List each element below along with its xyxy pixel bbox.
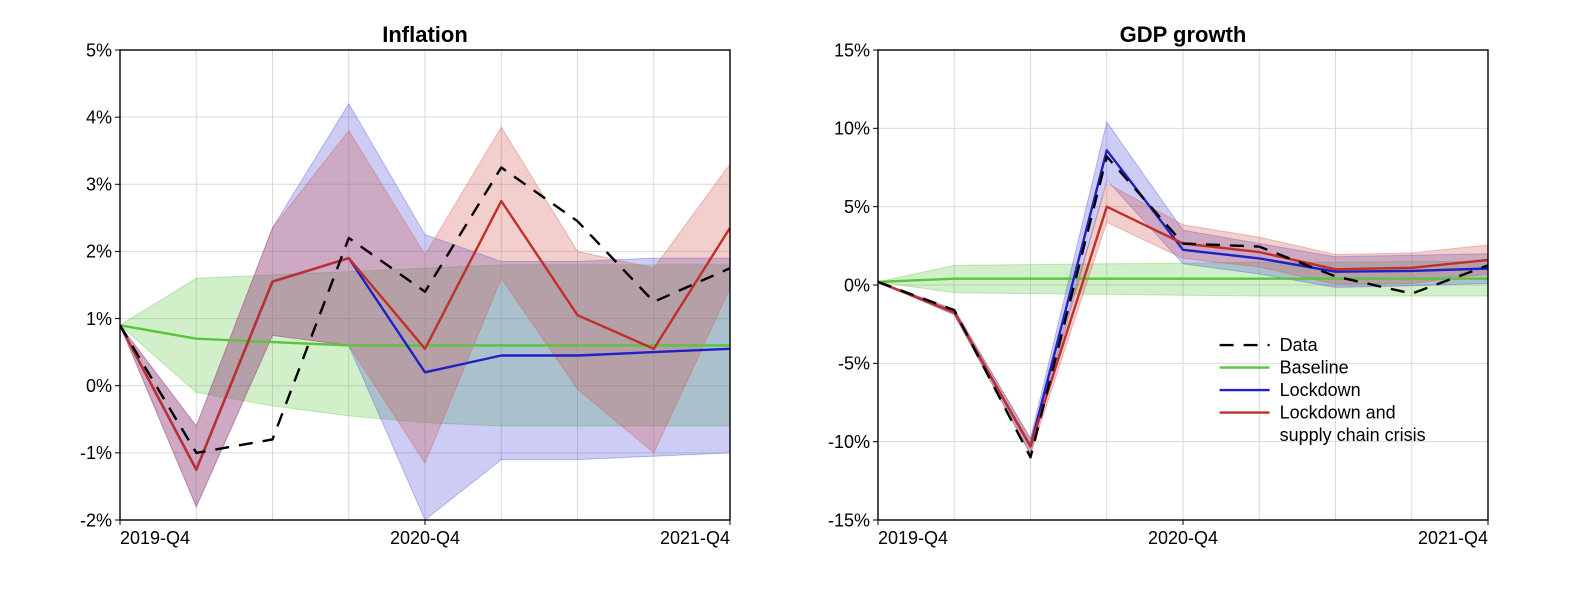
x-axis-ticks: 2019-Q4 2020-Q4 2021-Q4 [120,520,730,548]
y-tick-label: -10% [828,432,870,452]
y-axis-ticks: -15% -10% -5% 0% 5% 10% 15% [828,40,878,530]
x-tick-label: 2019-Q4 [120,528,190,548]
x-tick-label: 2021-Q4 [1418,528,1488,548]
x-axis-ticks: 2019-Q4 2020-Q4 2021-Q4 [878,520,1488,548]
x-tick-label: 2021-Q4 [660,528,730,548]
y-tick-label: -2% [80,510,112,530]
y-tick-label: 15% [834,40,870,60]
y-tick-label: 5% [844,197,870,217]
legend-label-lockdown_supply: Lockdown and [1280,402,1396,422]
y-axis-ticks: -2% -1% 0% 1% 2% 3% 4% 5% [80,40,120,530]
y-tick-label: -15% [828,510,870,530]
legend-label-lockdown: Lockdown [1280,380,1361,400]
y-tick-label: 0% [86,376,112,396]
y-tick-label: 0% [844,275,870,295]
y-tick-label: 3% [86,175,112,195]
legend-label-baseline: Baseline [1280,357,1349,377]
chart-title: Inflation [382,22,468,47]
x-tick-label: 2020-Q4 [1148,528,1218,548]
figure: -2% -1% 0% 1% 2% 3% 4% 5% 2019-Q4 2020-Q4 2021-Q4 I… [0,0,1572,610]
chart-inflation: -2% -1% 0% 1% 2% 3% 4% 5% 2019-Q4 2020-Q4 2021-Q4 I… [62,20,742,560]
legend-label-lockdown_supply: supply chain crisis [1280,425,1426,445]
y-tick-label: 4% [86,107,112,127]
x-tick-label: 2020-Q4 [390,528,460,548]
y-tick-label: 2% [86,242,112,262]
legend-label-data: Data [1280,335,1319,355]
chart-gdp-growth: -15% -10% -5% 0% 5% 10% 15% 2019-Q4 2020-Q4 2021-… [820,20,1500,560]
y-tick-label: 10% [834,119,870,139]
y-tick-label: 1% [86,309,112,329]
legend: DataBaseline LockdownLockdown and supply c… [1220,335,1426,445]
y-tick-label: -1% [80,443,112,463]
x-tick-label: 2019-Q4 [878,528,948,548]
y-tick-label: 5% [86,40,112,60]
y-tick-label: -5% [838,354,870,374]
chart-title: GDP growth [1120,22,1247,47]
